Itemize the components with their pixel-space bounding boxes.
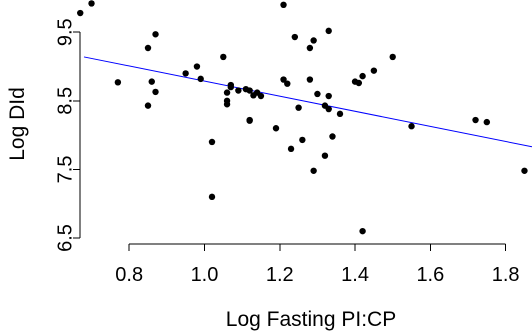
data-point (370, 67, 378, 74)
data-point (314, 90, 321, 98)
data-point (280, 76, 287, 83)
data-point (227, 83, 235, 91)
x-tick-label: 1.6 (416, 264, 444, 286)
y-tick-label: 9.5 (54, 18, 76, 46)
y-tick-label: 6.5 (54, 224, 76, 252)
data-point (359, 227, 366, 235)
data-points-layer (77, 0, 528, 235)
data-point (355, 79, 363, 87)
data-point (359, 72, 366, 80)
data-point (329, 133, 336, 140)
data-point (291, 33, 299, 41)
data-point (144, 44, 152, 52)
data-point (235, 87, 242, 94)
data-point (88, 0, 95, 7)
data-point (284, 80, 291, 87)
data-point (299, 136, 306, 144)
data-point (287, 145, 295, 153)
data-point (208, 138, 216, 146)
data-point (336, 110, 344, 118)
data-point (152, 88, 159, 96)
data-point (208, 193, 216, 201)
data-point (272, 125, 280, 132)
data-point (193, 63, 201, 70)
data-point (306, 76, 314, 83)
data-point (310, 37, 317, 44)
y-tick-label: 8.5 (54, 87, 76, 115)
data-point (152, 31, 159, 38)
data-point (114, 79, 122, 86)
data-point (220, 53, 227, 61)
data-point (408, 123, 415, 130)
data-point (223, 89, 231, 96)
data-point (280, 1, 287, 9)
data-point (389, 53, 396, 61)
data-point (148, 78, 155, 85)
fit-line-layer (83, 56, 532, 148)
data-point (306, 44, 314, 52)
data-point (144, 102, 152, 109)
x-tick-label: 1.0 (191, 264, 219, 286)
data-point (246, 87, 253, 94)
data-point (521, 167, 528, 174)
x-tick-label: 1.2 (266, 264, 294, 286)
data-point (197, 75, 204, 83)
data-point (77, 9, 84, 17)
data-point (182, 70, 189, 77)
data-point (483, 118, 491, 126)
data-point (325, 92, 332, 100)
data-point (472, 116, 479, 124)
x-tick-label: 0.8 (115, 264, 143, 286)
data-point (295, 104, 302, 111)
regression-line (83, 56, 532, 148)
axes-layer: 0.8 1.0 1.2 1.4 1.6 1.8 6.5 7.5 8.5 9.5 (54, 18, 519, 286)
y-axis-label: Log DId (6, 87, 29, 161)
data-point (321, 152, 329, 159)
data-point (325, 105, 332, 113)
x-axis-label: Log Fasting PI:CP (226, 308, 396, 331)
x-tick-label: 1.4 (341, 264, 369, 286)
x-tick-label: 1.8 (492, 264, 520, 286)
data-point (257, 92, 265, 100)
data-point (310, 167, 317, 174)
y-tick-label: 7.5 (54, 156, 76, 184)
data-point (223, 101, 231, 108)
data-point (325, 27, 332, 35)
data-point (246, 116, 253, 124)
